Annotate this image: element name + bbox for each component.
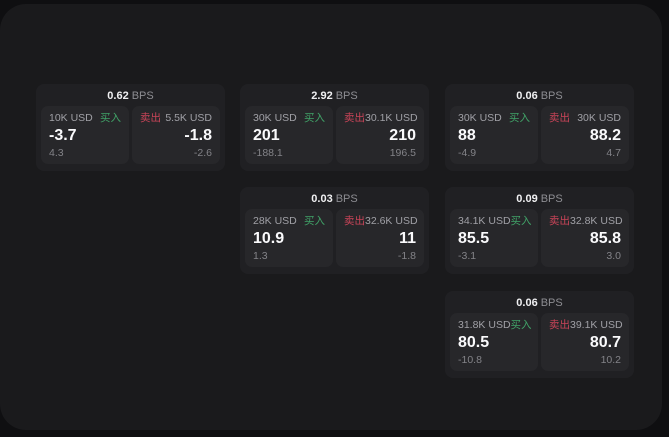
sell-delta: -1.8 [397, 250, 416, 262]
buy-price: 85.5 [458, 230, 490, 247]
quote-card: 2.92 BPS 30K USD 买入 201 -188.1 卖出 30.1K U… [240, 84, 429, 171]
sell-tile[interactable]: 卖出 30K USD 88.2 4.7 [541, 106, 629, 164]
bps-unit-label: BPS [335, 90, 358, 102]
sell-delta: -2.6 [193, 147, 212, 159]
bps-header: 0.62 BPS [41, 87, 220, 105]
bps-header: 0.03 BPS [245, 190, 424, 208]
bps-unit-label: BPS [540, 90, 563, 102]
sell-price: 85.8 [589, 230, 621, 247]
buy-side-label: 买入 [100, 112, 121, 124]
sell-tile[interactable]: 卖出 39.1K USD 80.7 10.2 [541, 313, 629, 371]
bps-value: 2.92 [311, 90, 333, 102]
buy-delta: 4.3 [49, 147, 64, 159]
buy-side-label: 买入 [510, 319, 532, 331]
bps-header: 2.92 BPS [245, 87, 424, 105]
buy-size-label: 10K USD [49, 112, 93, 124]
buy-price: 10.9 [253, 230, 285, 247]
sell-size-label: 32.6K USD [365, 215, 418, 227]
quote-card: 0.03 BPS 28K USD 买入 10.9 1.3 卖出 32.6K USD… [240, 187, 429, 274]
quote-card: 0.06 BPS 31.8K USD 买入 80.5 -10.8 卖出 39.1K… [445, 291, 634, 378]
sell-tile[interactable]: 卖出 32.8K USD 85.8 3.0 [541, 209, 629, 267]
sell-tile[interactable]: 卖出 5.5K USD -1.8 -2.6 [132, 106, 220, 164]
buy-tile[interactable]: 34.1K USD 买入 85.5 -3.1 [450, 209, 538, 267]
bps-unit-label: BPS [540, 193, 563, 205]
sell-size-label: 5.5K USD [165, 112, 212, 124]
buy-delta: -3.1 [458, 250, 477, 262]
sell-tile[interactable]: 卖出 32.6K USD 11 -1.8 [336, 209, 424, 267]
sell-price: 11 [399, 230, 416, 247]
bps-value: 0.06 [516, 90, 538, 102]
sell-price: 210 [389, 127, 416, 144]
buy-price: 80.5 [458, 334, 490, 351]
sell-side-label: 卖出 [549, 215, 570, 227]
sell-delta: 10.2 [600, 354, 621, 366]
sell-price: -1.8 [184, 127, 212, 144]
buy-tile[interactable]: 10K USD 买入 -3.7 4.3 [41, 106, 129, 164]
buy-side-label: 买入 [304, 112, 325, 124]
buy-delta: -188.1 [253, 147, 283, 159]
buy-price: -3.7 [49, 127, 77, 144]
bps-unit-label: BPS [335, 193, 358, 205]
buy-tile[interactable]: 30K USD 买入 201 -188.1 [245, 106, 333, 164]
bps-header: 0.06 BPS [450, 294, 629, 312]
buy-price: 88 [458, 127, 476, 144]
sell-tile[interactable]: 卖出 30.1K USD 210 196.5 [336, 106, 424, 164]
sell-size-label: 39.1K USD [570, 319, 623, 331]
buy-tile[interactable]: 30K USD 买入 88 -4.9 [450, 106, 538, 164]
quote-card: 0.06 BPS 30K USD 买入 88 -4.9 卖出 30K USD 88… [445, 84, 634, 171]
buy-delta: -4.9 [458, 147, 477, 159]
sell-size-label: 30K USD [577, 112, 621, 124]
buy-delta: -10.8 [458, 354, 482, 366]
sell-side-label: 卖出 [549, 112, 570, 124]
sell-delta: 3.0 [606, 250, 621, 262]
sell-side-label: 卖出 [344, 215, 365, 227]
buy-side-label: 买入 [509, 112, 530, 124]
buy-tile[interactable]: 28K USD 买入 10.9 1.3 [245, 209, 333, 267]
sell-side-label: 卖出 [140, 112, 161, 124]
bps-header: 0.09 BPS [450, 190, 629, 208]
bps-unit-label: BPS [131, 90, 154, 102]
bps-value: 0.03 [311, 193, 333, 205]
buy-size-label: 30K USD [253, 112, 297, 124]
buy-side-label: 买入 [304, 215, 325, 227]
buy-tile[interactable]: 31.8K USD 买入 80.5 -10.8 [450, 313, 538, 371]
buy-size-label: 28K USD [253, 215, 297, 227]
sell-size-label: 30.1K USD [365, 112, 418, 124]
sell-delta: 196.5 [389, 147, 416, 159]
buy-size-label: 31.8K USD [458, 319, 511, 331]
bps-value: 0.62 [107, 90, 129, 102]
buy-price: 201 [253, 127, 280, 144]
sell-price: 88.2 [589, 127, 621, 144]
bps-value: 0.09 [516, 193, 538, 205]
buy-delta: 1.3 [253, 250, 268, 262]
quote-card: 0.62 BPS 10K USD 买入 -3.7 4.3 卖出 5.5K USD … [36, 84, 225, 171]
buy-side-label: 买入 [510, 215, 532, 227]
sell-size-label: 32.8K USD [570, 215, 623, 227]
quote-card: 0.09 BPS 34.1K USD 买入 85.5 -3.1 卖出 32.8K … [445, 187, 634, 274]
sell-delta: 4.7 [606, 147, 621, 159]
buy-size-label: 30K USD [458, 112, 502, 124]
sell-side-label: 卖出 [549, 319, 570, 331]
sell-side-label: 卖出 [344, 112, 365, 124]
bps-header: 0.06 BPS [450, 87, 629, 105]
sell-price: 80.7 [589, 334, 621, 351]
bps-unit-label: BPS [540, 297, 563, 309]
buy-size-label: 34.1K USD [458, 215, 511, 227]
bps-value: 0.06 [516, 297, 538, 309]
